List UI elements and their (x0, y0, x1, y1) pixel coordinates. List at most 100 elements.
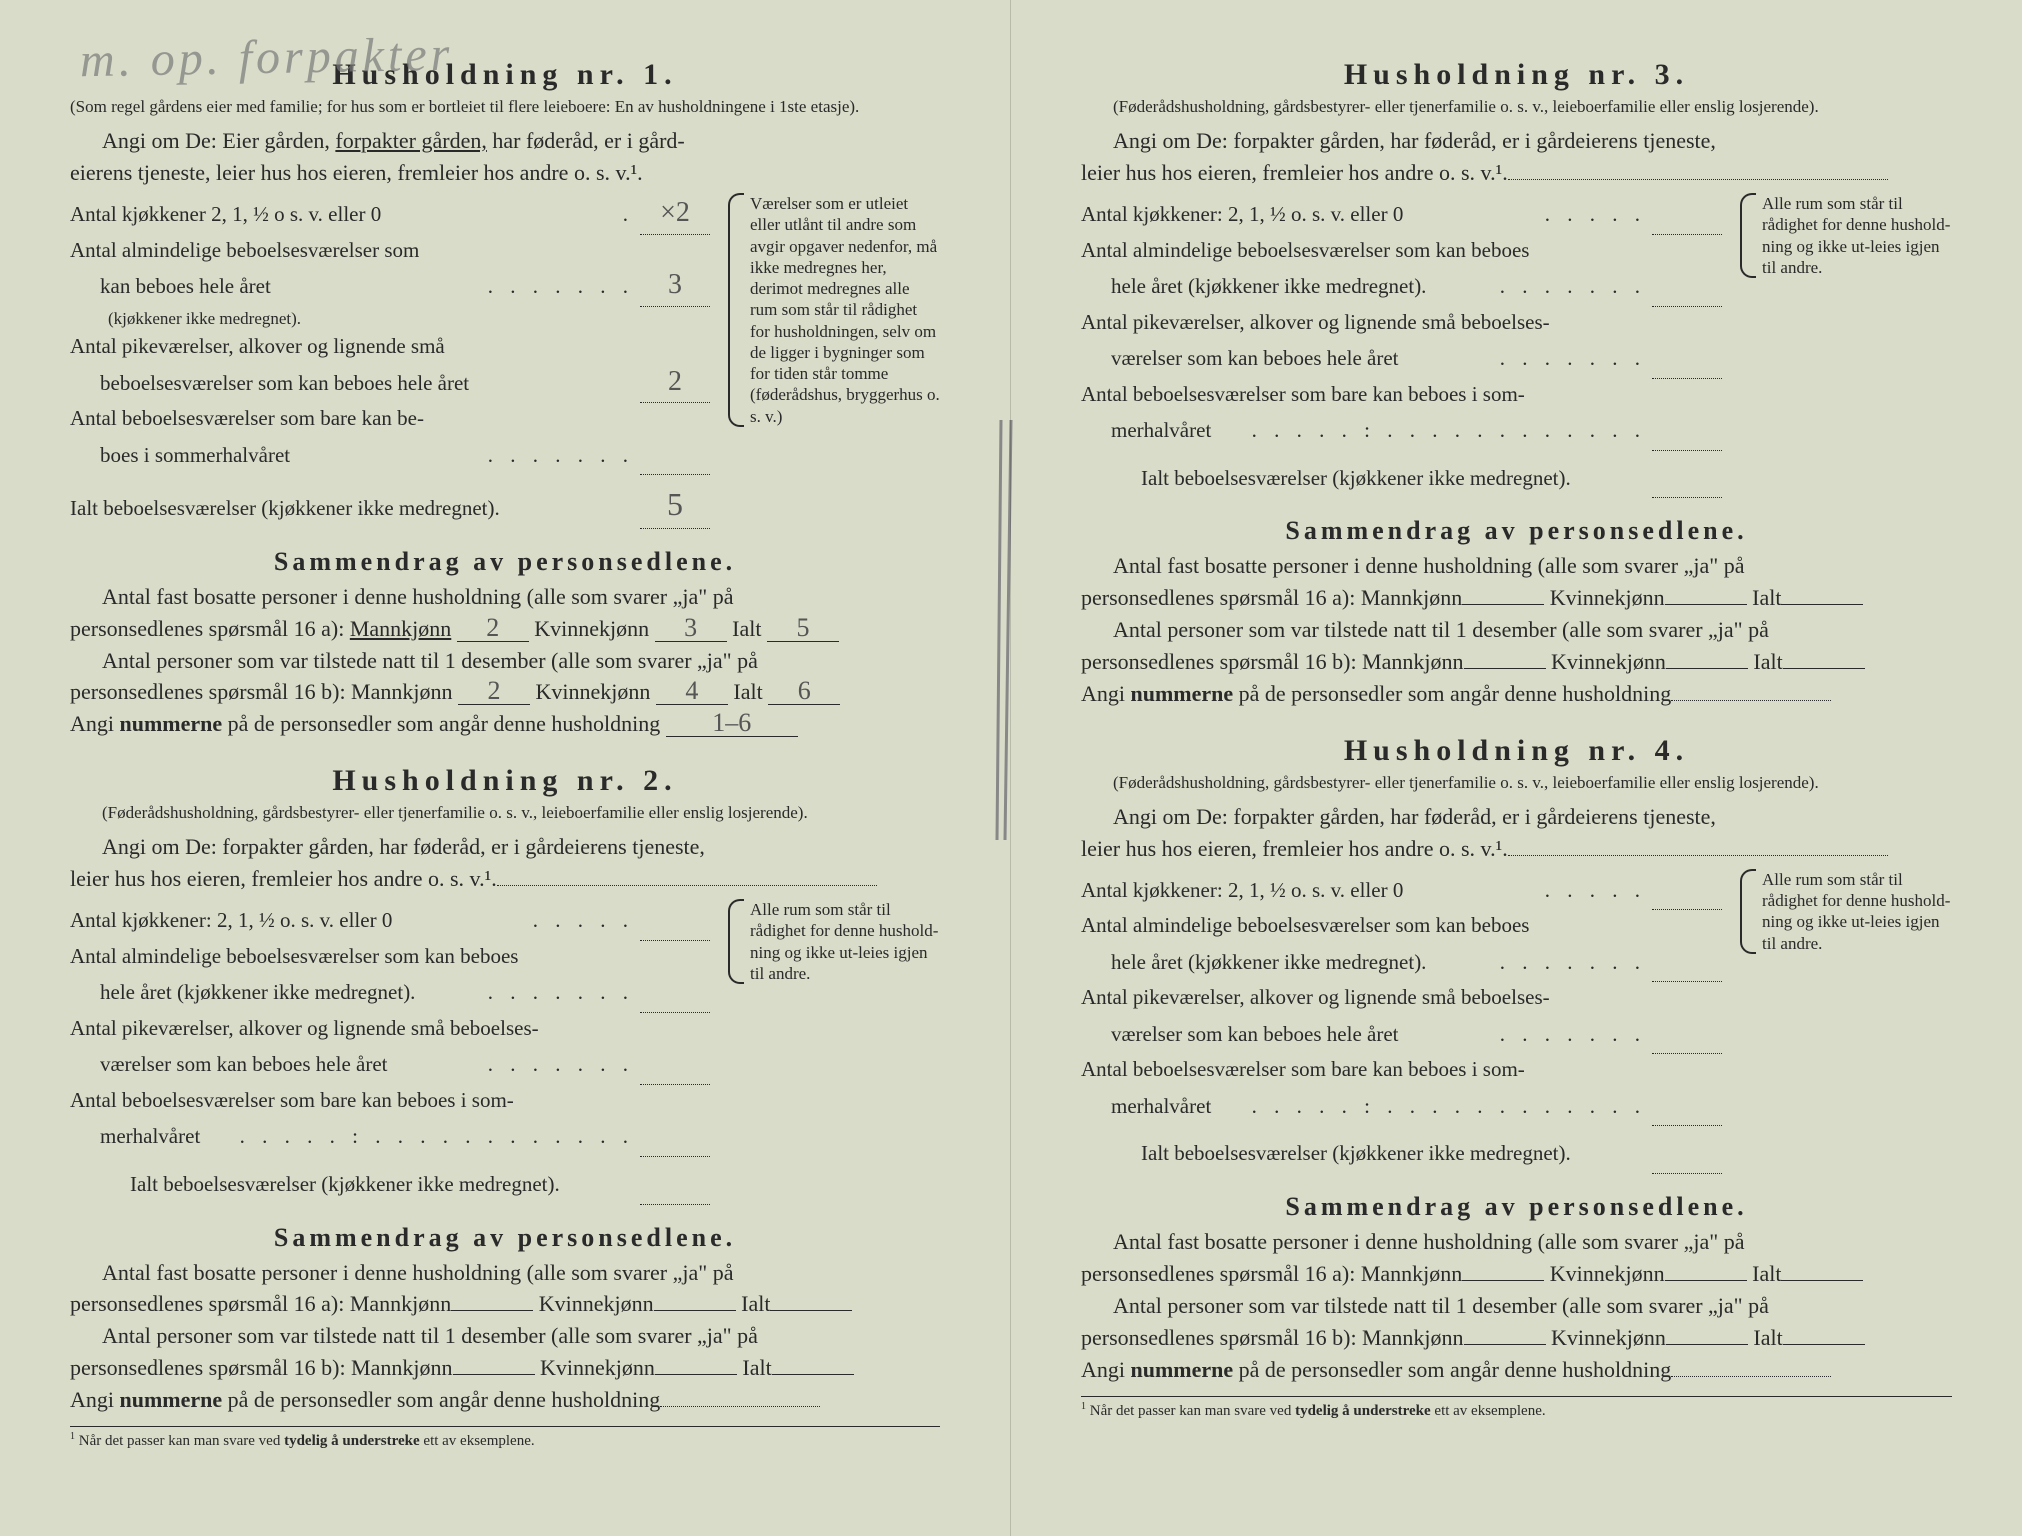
h2-subtitle: (Føderådshusholdning, gårdsbestyrer- ell… (70, 802, 940, 823)
footnote-left: 1 Når det passer kan man svare ved tydel… (70, 1426, 940, 1450)
dots: . . . . . : . . . . . . . . . . . . (234, 1121, 640, 1151)
blank: . (1652, 869, 1722, 911)
nummer-text: Angi nummerne på de personsedler som ang… (70, 711, 660, 736)
text: personsedlenes spørsmål 16 a): Mannkjønn (70, 616, 451, 641)
dots: . . . . . (1539, 199, 1652, 229)
row-alm-a: Antal almindelige beboelsesværelser som … (70, 941, 710, 971)
blank: . (640, 1163, 710, 1205)
h2-room-rows: Antal kjøkkener: 2, 1, ½ o. s. v. eller … (70, 899, 710, 1204)
dots: . . . . . : . . . . . . . . . . . . (1246, 1091, 1652, 1121)
household-3: Husholdning nr. 3. (Føderådshusholdning,… (1081, 58, 1952, 710)
blank: . (1652, 409, 1722, 451)
row-pike-a: Antal pikeværelser, alkover og lignende … (70, 1013, 710, 1043)
h1-angi-line-2: eierens tjeneste, leier hus hos eieren, … (70, 157, 940, 189)
text: personsedlenes spørsmål 16 b): Mannkjønn (70, 679, 453, 704)
text: leier hus hos eieren, fremleier hos andr… (1081, 160, 1508, 185)
row-ialt-label: Ialt beboelsesværelser (kjøkkener ikke m… (1081, 463, 1652, 493)
row-kitchen-label: Antal kjøkkener: 2, 1, ½ o. s. v. eller … (1081, 875, 1539, 905)
text: personsedlenes spørsmål 16 b): Mannkjønn (1081, 649, 1464, 674)
row-som-b: merhalvåret (70, 1121, 234, 1151)
household-4: Husholdning nr. 4. (Føderådshusholdning,… (1081, 734, 1952, 1420)
blank (1783, 1344, 1865, 1345)
blank (451, 1310, 533, 1311)
ialt-label: Ialt (741, 1291, 770, 1316)
row-som-b: merhalvåret (1081, 415, 1246, 445)
kvinne-label: Kvinnekjønn (540, 1355, 655, 1380)
h2-nummer-line: Angi nummerne på de personsedler som ang… (70, 1384, 940, 1416)
blank (453, 1374, 535, 1375)
h1-mann-a: 2 (457, 615, 529, 642)
h2-summary-l1a: Antal fast bosatte personer i denne hush… (70, 1257, 940, 1289)
kvinne-label: Kvinnekjønn (536, 679, 651, 704)
row-pike-b: værelser som kan beboes hele året (1081, 1019, 1494, 1049)
row-alm-a: Antal almindelige beboelsesværelser som (70, 235, 710, 265)
household-3-title: Husholdning nr. 3. (1081, 58, 1952, 92)
kvinne-label: Kvinnekjønn (534, 616, 649, 641)
h1-room-rows: Antal kjøkkener 2, 1, ½ o s. v. eller 0 … (70, 193, 710, 529)
row-alm-a: Antal almindelige beboelsesværelser som … (1081, 910, 1722, 940)
row-kitchen-label: Antal kjøkkener: 2, 1, ½ o. s. v. eller … (1081, 199, 1539, 229)
h1-ialt-b: 6 (768, 678, 840, 705)
h4-nummer-line: Angi nummerne på de personsedler som ang… (1081, 1354, 1952, 1386)
h1-mann-b: 2 (458, 678, 530, 705)
dots: . . . . . (1539, 875, 1652, 905)
h3-summary-l1b: personsedlenes spørsmål 16 a): Mannkjønn… (1081, 582, 1952, 614)
left-page: m. op. forpakter Husholdning nr. 1. (Som… (0, 0, 1011, 1536)
row-pike-a: Antal pikeværelser, alkover og lignende … (1081, 982, 1722, 1012)
h4-subtitle: (Føderådshusholdning, gårdsbestyrer- ell… (1081, 772, 1952, 793)
blank: . (1652, 1132, 1722, 1174)
text: personsedlenes spørsmål 16 a): Mannkjønn (1081, 585, 1462, 610)
row-alm-b: kan beboes hele året (70, 271, 482, 301)
text: personsedlenes spørsmål 16 a): Mannkjønn (70, 1291, 451, 1316)
row-som-b: boes i sommerhalvåret (70, 440, 482, 470)
blank (1781, 604, 1863, 605)
row-som-b: merhalvåret (1081, 1091, 1246, 1121)
kvinne-label: Kvinnekjønn (539, 1291, 654, 1316)
dots: . . . . . : . . . . . . . . . . . . (1246, 415, 1652, 445)
blank (1508, 179, 1888, 180)
text: Angi om De: Eier gården, forpakter gårde… (102, 128, 685, 153)
h1-aside-note: Værelser som er utleiet eller utlånt til… (728, 193, 940, 427)
blank: . (1652, 193, 1722, 235)
row-alm-a: Antal almindelige beboelsesværelser som … (1081, 235, 1722, 265)
text: leier hus hos eieren, fremleier hos andr… (1081, 836, 1508, 861)
row-alm-value: 3 (640, 265, 710, 307)
text: personsedlenes spørsmål 16 b): Mannkjønn (1081, 1325, 1464, 1350)
nummer-text: Angi nummerne på de personsedler som ang… (70, 1387, 660, 1412)
blank (1462, 604, 1544, 605)
household-1-subtitle: (Som regel gårdens eier med familie; for… (70, 96, 940, 117)
blank (1665, 604, 1747, 605)
dots: . . . . . . . (1494, 343, 1652, 373)
row-som-a: Antal beboelsesværelser som bare kan beb… (1081, 379, 1722, 409)
blank-line (497, 885, 877, 886)
h1-kvin-b: 4 (656, 678, 728, 705)
row-pike-value: 2 (640, 362, 710, 404)
row-pike-b: beboelsesværelser som kan beboes hele år… (70, 368, 640, 398)
h3-summary-title: Sammendrag av personsedlene. (1081, 516, 1952, 546)
h4-summary-title: Sammendrag av personsedlene. (1081, 1192, 1952, 1222)
h1-summary-l1a: Antal fast bosatte personer i denne hush… (70, 581, 940, 613)
kvinne-label: Kvinnekjønn (1551, 649, 1666, 674)
ialt-label: Ialt (1752, 585, 1781, 610)
row-som-a: Antal beboelsesværelser som bare kan beb… (1081, 1054, 1722, 1084)
h3-nummer-line: Angi nummerne på de personsedler som ang… (1081, 678, 1952, 710)
blank: . (1652, 265, 1722, 307)
h2-summary-l1b: personsedlenes spørsmål 16 a): Mannkjønn… (70, 1288, 940, 1320)
blank: . (1652, 941, 1722, 983)
right-page: Husholdning nr. 3. (Føderådshusholdning,… (1011, 0, 2022, 1536)
blank (1464, 668, 1546, 669)
blank: . (640, 899, 710, 941)
row-alm-b: hele året (kjøkkener ikke medregnet). (1081, 271, 1494, 301)
blank (770, 1310, 852, 1311)
dots: . (617, 199, 640, 229)
kvinne-label: Kvinnekjønn (1550, 1261, 1665, 1286)
h3-summary-l2a: Antal personer som var tilstede natt til… (1081, 614, 1952, 646)
blank: . (1652, 337, 1722, 379)
nummer-text: Angi nummerne på de personsedler som ang… (1081, 681, 1671, 706)
blank (1781, 1280, 1863, 1281)
dots: . . . . . (527, 905, 640, 935)
row-alm-c: (kjøkkener ikke medregnet). (108, 307, 710, 332)
blank (1508, 855, 1888, 856)
row-kitchen-label: Antal kjøkkener 2, 1, ½ o s. v. eller 0 (70, 199, 617, 229)
blank (655, 1374, 737, 1375)
